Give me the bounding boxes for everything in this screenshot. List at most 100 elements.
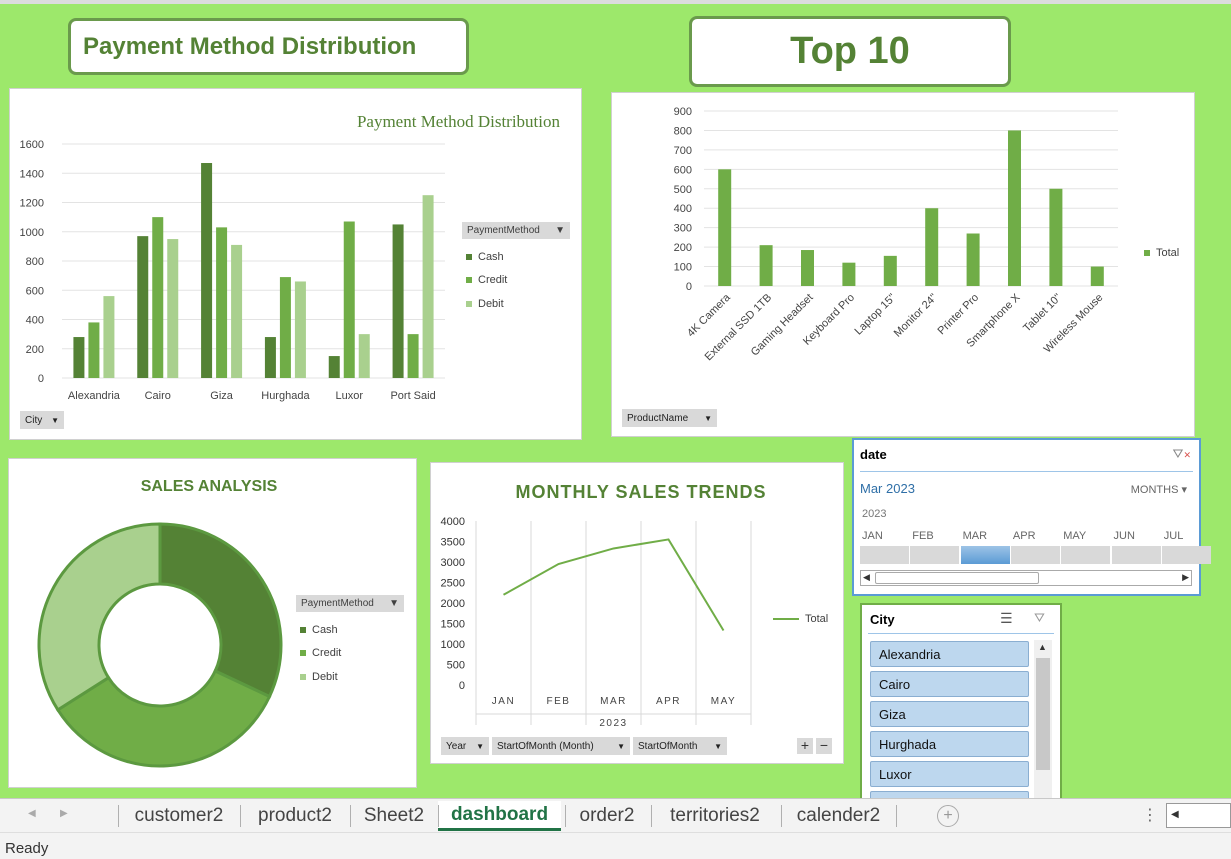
bar-debit — [231, 244, 243, 378]
productname-field-button[interactable]: ProductName ▼ — [622, 409, 717, 427]
clear-filter-icon[interactable]: ⛛ — [1034, 610, 1045, 625]
payment-title-box[interactable]: Payment Method Distribution — [68, 18, 469, 75]
monthly-line-chart: MONTHLY SALES TRENDS 0 500 1000 1500 2000 2500… — [441, 482, 766, 729]
bar-total — [1049, 188, 1063, 286]
top10-title-box[interactable]: Top 10 — [689, 16, 1011, 87]
tab-sheet2[interactable]: Sheet2 — [363, 805, 425, 826]
horizontal-scrollbar[interactable]: ◀ — [1166, 803, 1231, 828]
new-sheet-icon[interactable]: + — [937, 805, 959, 827]
bar-total — [718, 169, 732, 286]
bar-cash — [392, 224, 404, 378]
y-tick-label: 4000 — [441, 516, 465, 528]
city-slicer[interactable]: City ☰ ⛛ Alexandria Cairo Giza Hurghada Luxo… — [860, 603, 1062, 817]
more-options-icon[interactable]: ⋮ — [1142, 807, 1158, 824]
x-tick-label: Giza — [210, 390, 234, 402]
city-scrollbar[interactable]: ▲ — [1034, 640, 1052, 803]
monthly-trend-panel[interactable]: MONTHLY SALES TRENDS 0 500 1000 1500 2000 2500… — [430, 462, 844, 764]
bar-cash — [73, 337, 85, 378]
tab-separator — [118, 805, 119, 827]
scroll-left-icon[interactable]: ◀ — [863, 572, 870, 582]
top10-legend: Total — [1140, 241, 1179, 265]
startofmonth-field-button[interactable]: StartOfMonth ▼ — [633, 737, 727, 755]
slice-credit — [55, 668, 272, 768]
bar-credit — [407, 334, 419, 378]
y-tick-label: 1500 — [441, 619, 465, 631]
x-tick-label: MAR — [600, 696, 627, 707]
x-tick-label: Port Said — [390, 390, 435, 402]
multi-select-icon[interactable]: ☰ — [1000, 610, 1013, 626]
tab-separator — [240, 805, 241, 827]
city-field-button[interactable]: City ▼ — [20, 411, 64, 429]
city-item-alexandria[interactable]: Alexandria — [870, 641, 1029, 667]
timeline-month-label: MAR — [962, 530, 988, 542]
y-tick-label: 2500 — [441, 578, 465, 590]
bar-credit — [216, 227, 228, 378]
tab-prev-icon[interactable]: ◀ — [28, 808, 36, 819]
city-item-cairo[interactable]: Cairo — [870, 671, 1029, 697]
x-tick-label: Alexandria — [68, 390, 121, 402]
scroll-thumb[interactable] — [1036, 658, 1050, 770]
status-bar: Ready — [0, 832, 1231, 859]
tab-product2[interactable]: product2 — [258, 805, 332, 826]
bar-total — [759, 245, 773, 286]
tab-separator — [781, 805, 782, 827]
scroll-up-icon[interactable]: ▲ — [1038, 642, 1047, 652]
tab-order2[interactable]: order2 — [579, 805, 635, 826]
x-tick-label: Luxor — [335, 390, 363, 402]
y-tick-label: 600 — [674, 164, 692, 176]
payment-chart-panel[interactable]: Payment Method Distribution 0 200 400 600 800… — [9, 88, 582, 440]
timeline-month-bar[interactable] — [1111, 546, 1161, 564]
city-slicer-divider — [868, 633, 1054, 634]
payment-legend-header[interactable]: PaymentMethod ▼ — [462, 222, 570, 239]
timeline-month-bar[interactable] — [960, 546, 1010, 564]
chart-title: MONTHLY SALES TRENDS — [515, 482, 766, 502]
expand-button[interactable]: + — [797, 738, 813, 754]
tab-next-icon[interactable]: ▶ — [60, 808, 68, 819]
tab-territories2[interactable]: territories2 — [670, 805, 760, 826]
bar-cash — [137, 236, 149, 378]
collapse-button[interactable]: − — [816, 738, 832, 754]
timeline-year: 2023 — [862, 508, 887, 520]
tab-customer2[interactable]: customer2 — [134, 805, 224, 826]
y-tick-label: 1400 — [20, 168, 44, 180]
y-tick-label: 1000 — [20, 227, 44, 239]
tab-separator — [350, 805, 351, 827]
bar-debit — [422, 195, 434, 378]
city-item-luxor[interactable]: Luxor — [870, 761, 1029, 787]
y-tick-label: 200 — [26, 344, 44, 356]
payment-bar-chart: Payment Method Distribution 0 200 400 600 800… — [20, 112, 561, 402]
tab-dashboard[interactable]: dashboard — [438, 801, 561, 831]
bar-debit — [167, 239, 179, 378]
city-item-giza[interactable]: Giza — [870, 701, 1029, 727]
timeline-scrollbar[interactable]: ◀ ▶ — [860, 570, 1192, 586]
timeline-month-bar[interactable] — [1061, 546, 1111, 564]
y-tick-label: 0 — [686, 281, 692, 293]
y-tick-label: 500 — [674, 184, 692, 196]
clear-filter-icon[interactable]: ⛛✕ — [1172, 446, 1191, 461]
year-field-button[interactable]: Year ▼ — [441, 737, 489, 755]
monthly-legend: Total — [769, 607, 828, 631]
top10-chart-panel[interactable]: 0 100 200 300 400 500 600 700 800 900 4K Camera Ext… — [611, 92, 1195, 437]
bar-total — [883, 255, 897, 286]
date-timeline[interactable]: date ⛛✕ Mar 2023 MONTHS ▾ 2023 JAN FEB MAR… — [852, 438, 1211, 596]
city-item-hurghada[interactable]: Hurghada — [870, 731, 1029, 757]
timeline-month-bar[interactable] — [860, 546, 909, 564]
scroll-thumb[interactable] — [875, 572, 1039, 584]
timeline-month-bar[interactable] — [1161, 546, 1211, 564]
y-tick-label: 1200 — [20, 198, 44, 210]
sales-analysis-panel[interactable]: SALES ANALYSIS PaymentMethod ▼ Cash Credi… — [8, 458, 417, 788]
startofmonth-month-field-button[interactable]: StartOfMonth (Month) ▼ — [492, 737, 630, 755]
timeline-month-bar[interactable] — [1010, 546, 1060, 564]
timeline-level-dropdown[interactable]: MONTHS ▾ — [1130, 484, 1187, 496]
scroll-left-icon[interactable]: ◀ — [1171, 809, 1179, 820]
y-tick-label: 200 — [674, 242, 692, 254]
scroll-right-icon[interactable]: ▶ — [1182, 572, 1189, 582]
tab-separator — [438, 805, 439, 827]
sales-legend-header[interactable]: PaymentMethod ▼ — [296, 595, 404, 612]
x-tick-label: Tablet 10" — [1021, 292, 1064, 335]
sheet-tab-bar: ◀ ▶ customer2 product2 Sheet2 dashboard orde… — [0, 798, 1231, 832]
timeline-month-bar[interactable] — [910, 546, 960, 564]
tab-calender2[interactable]: calender2 — [796, 805, 881, 826]
bar-debit — [294, 281, 306, 378]
